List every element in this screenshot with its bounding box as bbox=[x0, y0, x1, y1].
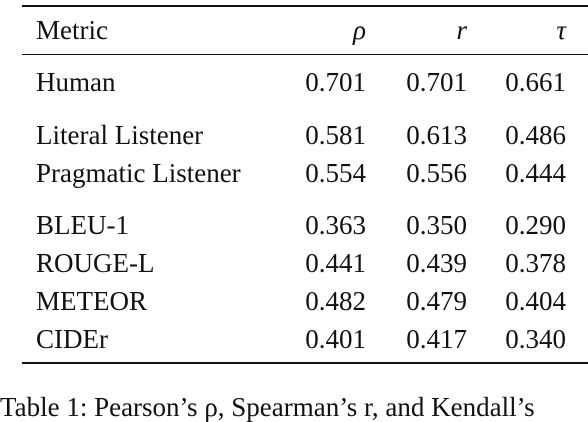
row-rouge-tau: 0.378 bbox=[505, 248, 566, 278]
row-literal-rho: 0.581 bbox=[305, 120, 366, 150]
row-bleu-r: 0.350 bbox=[406, 210, 467, 240]
top-rule bbox=[22, 5, 588, 7]
header-rho: ρ bbox=[353, 15, 366, 45]
row-pragmatic-rho: 0.554 bbox=[305, 158, 366, 188]
row-bleu-metric: BLEU-1 bbox=[36, 210, 129, 240]
row-bleu-tau: 0.290 bbox=[505, 210, 566, 240]
row-rouge-rho: 0.441 bbox=[305, 248, 366, 278]
row-literal-metric: Literal Listener bbox=[36, 120, 204, 150]
row-pragmatic-r: 0.556 bbox=[406, 158, 467, 188]
row-meteor-metric: METEOR bbox=[36, 286, 147, 316]
row-human-metric: Human bbox=[36, 67, 116, 97]
row-human-rho: 0.701 bbox=[305, 67, 366, 97]
row-pragmatic-metric: Pragmatic Listener bbox=[36, 158, 241, 188]
row-cider-r: 0.417 bbox=[406, 324, 467, 354]
row-literal-tau: 0.486 bbox=[505, 120, 566, 150]
row-rouge-metric: ROUGE-L bbox=[36, 248, 155, 278]
row-meteor-tau: 0.404 bbox=[505, 286, 566, 316]
row-cider-tau: 0.340 bbox=[505, 324, 566, 354]
row-cider-rho: 0.401 bbox=[305, 324, 366, 354]
header-r: r bbox=[456, 15, 467, 45]
row-human-r: 0.701 bbox=[406, 67, 467, 97]
row-cider-metric: CIDEr bbox=[36, 324, 108, 354]
header-metric: Metric bbox=[36, 15, 108, 45]
row-meteor-rho: 0.482 bbox=[305, 286, 366, 316]
row-meteor-r: 0.479 bbox=[406, 286, 467, 316]
table-caption: Table 1: Pearson’s ρ, Spearman’s r, and … bbox=[0, 392, 535, 422]
row-human-tau: 0.661 bbox=[505, 67, 566, 97]
header-rule bbox=[22, 54, 588, 55]
bottom-rule bbox=[22, 362, 588, 364]
row-bleu-rho: 0.363 bbox=[305, 210, 366, 240]
row-pragmatic-tau: 0.444 bbox=[505, 158, 566, 188]
row-literal-r: 0.613 bbox=[406, 120, 467, 150]
header-tau: τ bbox=[556, 15, 566, 45]
row-rouge-r: 0.439 bbox=[406, 248, 467, 278]
